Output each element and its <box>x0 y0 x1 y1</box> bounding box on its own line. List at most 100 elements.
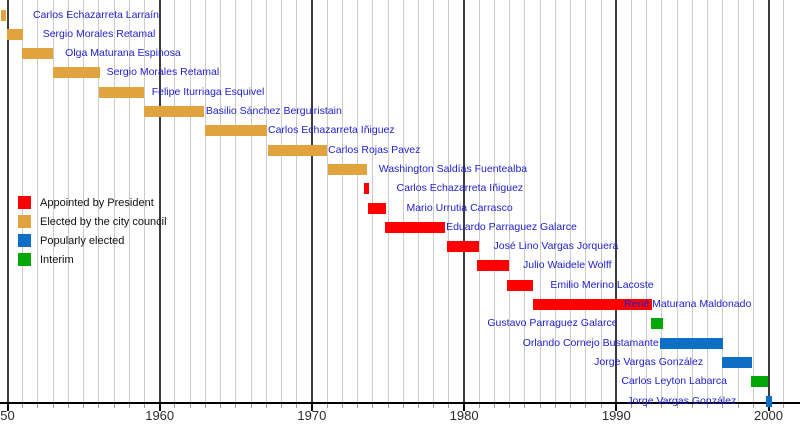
gridline-year-1978 <box>433 0 435 403</box>
bar-label-2[interactable]: Sergio Morales Retamal <box>42 27 156 40</box>
timeline-bar-9 <box>327 163 367 175</box>
x-axis-line <box>0 402 800 404</box>
axis-tick-1997 <box>722 404 724 408</box>
gridline-year-1994 <box>676 0 678 403</box>
bar-label-4[interactable]: Sergio Morales Retamal <box>106 66 220 79</box>
gridline-decade-1950 <box>6 0 9 403</box>
bar-label-21[interactable]: Jorge Vargas González <box>627 394 737 407</box>
axis-tick-1957 <box>113 404 115 408</box>
bar-label-11[interactable]: Mario Urrutia Carrasco <box>406 201 513 214</box>
axis-tick-1991 <box>631 404 633 408</box>
bar-label-13[interactable]: José Lino Vargas Jorquera <box>493 240 619 253</box>
legend-item-interim: Interim <box>18 253 167 266</box>
legend-label-council: Elected by the city council <box>40 215 167 228</box>
gridline-year-1973 <box>357 0 359 403</box>
bar-label-19[interactable]: Jorge Vargas González <box>594 355 704 368</box>
gridline-decade-1970 <box>310 0 313 403</box>
gridline-year-1989 <box>600 0 602 403</box>
axis-tick-1967 <box>265 404 267 408</box>
axis-tick-2001 <box>783 404 785 408</box>
bar-label-7[interactable]: Carlos Echazarreta Iñiguez <box>268 124 395 137</box>
gridline-year-1984 <box>524 0 526 403</box>
bar-label-1[interactable]: Carlos Echazarreta Larraín <box>32 8 160 21</box>
axis-tick-1959 <box>143 404 145 408</box>
axis-tick-1975 <box>387 404 389 408</box>
axis-tick-1986 <box>554 404 556 408</box>
axis-tick-1982 <box>494 404 496 408</box>
axis-tick-1995 <box>691 404 693 408</box>
bar-label-20[interactable]: Carlos Leyton Labarca <box>621 375 727 388</box>
bar-label-18[interactable]: Orlando Cornejo Bustamante <box>522 336 659 349</box>
bar-label-16[interactable]: René Maturana Maldonado <box>624 298 752 310</box>
axis-tick-1952 <box>37 404 39 408</box>
axis-tick-label-1970: 1970 <box>297 408 327 423</box>
timeline-bar-11 <box>367 202 387 214</box>
gridline-year-1998 <box>737 0 739 403</box>
bar-label-8[interactable]: Carlos Rojas Pavez <box>328 143 421 156</box>
bar-label-12[interactable]: Eduardo Parraguez Galarce <box>446 220 577 233</box>
timeline-bar-19 <box>722 356 752 368</box>
bar-label-5[interactable]: Felipe Iturriaga Esquivel <box>151 85 265 98</box>
axis-tick-1974 <box>372 404 374 408</box>
gridline-year-1982 <box>494 0 496 403</box>
axis-tick-1964 <box>220 404 222 408</box>
axis-tick-1955 <box>83 404 85 408</box>
axis-tick-label-1960: 1960 <box>145 408 175 423</box>
timeline-bar-7 <box>205 125 267 137</box>
timeline-bar-6 <box>144 106 204 117</box>
axis-tick-label-2000: 2000 <box>754 408 783 423</box>
gridline-decade-1960 <box>158 0 161 403</box>
axis-tick-1984 <box>524 404 526 408</box>
legend-swatch-president <box>18 196 31 209</box>
gridline-year-1963 <box>204 0 206 403</box>
axis-tick-1993 <box>661 404 663 408</box>
gridline-year-1981 <box>478 0 480 403</box>
axis-tick-1969 <box>296 404 298 408</box>
legend-label-interim: Interim <box>40 253 74 266</box>
gridline-year-1952 <box>37 0 39 403</box>
bar-label-14[interactable]: Julio Waidele Wolff <box>522 259 612 272</box>
timeline-bar-21 <box>766 395 772 407</box>
gridline-year-1958 <box>128 0 130 403</box>
gridline-decade-1980 <box>463 0 466 403</box>
axis-tick-1977 <box>417 404 419 408</box>
axis-tick-1983 <box>509 404 511 408</box>
timeline-bar-1 <box>0 9 6 21</box>
timeline-bar-3 <box>21 48 54 60</box>
gridline-year-1962 <box>189 0 191 403</box>
bar-label-6[interactable]: Basilio Sánchez Berguiristain <box>205 105 342 117</box>
timeline-bar-16 <box>532 299 653 310</box>
legend-label-popular: Popularly elected <box>40 234 125 247</box>
bar-label-10[interactable]: Carlos Echazarreta Iñiguez <box>396 182 524 195</box>
axis-tick-1992 <box>646 404 648 408</box>
axis-tick-label-1950: 50 <box>0 408 15 423</box>
legend: Appointed by President Elected by the cit… <box>18 196 167 272</box>
timeline-bar-15 <box>507 279 534 291</box>
timeline-bar-13 <box>446 241 479 253</box>
axis-tick-1994 <box>676 404 678 408</box>
axis-tick-1989 <box>600 404 602 408</box>
bar-label-15[interactable]: Emilio Merino Lacoste <box>550 278 654 291</box>
axis-tick-1953 <box>52 404 54 408</box>
gridline-year-1964 <box>220 0 222 403</box>
legend-item-popular: Popularly elected <box>18 234 167 247</box>
axis-tick-1976 <box>402 404 404 408</box>
timeline-bar-5 <box>98 86 144 98</box>
gridline-year-1977 <box>417 0 419 403</box>
bar-label-17[interactable]: Gustavo Parraguez Galarce <box>487 317 618 330</box>
bar-label-3[interactable]: Olga Maturana Espinosa <box>65 47 181 60</box>
gridline-decade-1990 <box>615 0 618 403</box>
axis-tick-1950 <box>6 404 9 411</box>
legend-label-president: Appointed by President <box>40 196 154 209</box>
bar-label-9[interactable]: Washington Saldías Fuentealba <box>378 162 528 175</box>
legend-item-president: Appointed by President <box>18 196 167 209</box>
legend-swatch-popular <box>18 234 31 247</box>
gridline-decade-2000 <box>767 0 770 403</box>
axis-tick-1980 <box>463 404 466 411</box>
axis-tick-label-1980: 1980 <box>449 408 479 423</box>
axis-tick-1965 <box>235 404 237 408</box>
gridline-year-1995 <box>691 0 693 403</box>
gridline-year-1966 <box>250 0 252 403</box>
gridline-year-1961 <box>174 0 176 403</box>
